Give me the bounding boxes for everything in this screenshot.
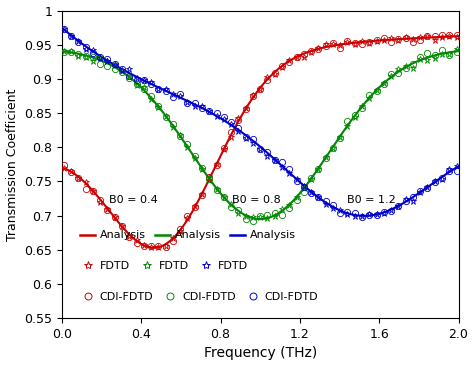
X-axis label: Frequency (THz): Frequency (THz) (203, 347, 317, 361)
Text: B0 = 1.2: B0 = 1.2 (347, 195, 396, 205)
Text: B0 = 0.4: B0 = 0.4 (109, 195, 158, 205)
Y-axis label: Transmission Coefficient: Transmission Coefficient (6, 88, 18, 240)
Text: B0 = 0.8: B0 = 0.8 (232, 195, 281, 205)
Legend: CDI-FDTD, CDI-FDTD, CDI-FDTD: CDI-FDTD, CDI-FDTD, CDI-FDTD (75, 288, 323, 306)
